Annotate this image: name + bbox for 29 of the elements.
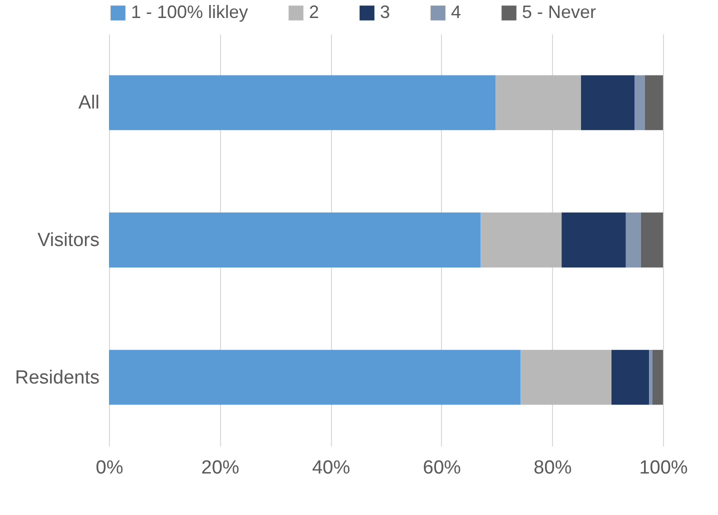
x-tick-label: 20% — [201, 458, 240, 478]
legend-label: 5 - Never — [522, 2, 596, 22]
y-tick-label: Residents — [15, 367, 100, 388]
x-tick-label: 80% — [534, 458, 572, 478]
legend-label: 2 — [309, 2, 320, 22]
bar — [581, 75, 635, 130]
bar — [634, 75, 645, 130]
bar — [496, 75, 582, 130]
bar — [626, 212, 641, 268]
bar — [652, 350, 663, 405]
legend-label: 4 — [451, 2, 462, 22]
bar — [480, 212, 562, 268]
x-tick-label: 100% — [639, 458, 688, 478]
x-tick-label: 40% — [312, 458, 350, 478]
x-tick-label: 0% — [96, 458, 124, 478]
bar — [644, 75, 663, 130]
y-tick-label: Visitors — [38, 230, 100, 251]
bar — [649, 350, 652, 405]
bar — [109, 350, 521, 405]
bar — [640, 212, 663, 268]
bar — [109, 75, 496, 130]
legend-label: 1 - 100% likley — [131, 2, 248, 22]
bar — [520, 350, 612, 405]
legend-label: 3 — [380, 2, 390, 22]
y-tick-label: All — [78, 92, 100, 114]
x-tick-label: 60% — [422, 458, 462, 478]
bar — [611, 350, 650, 405]
bar — [109, 212, 481, 268]
bar — [562, 212, 626, 268]
